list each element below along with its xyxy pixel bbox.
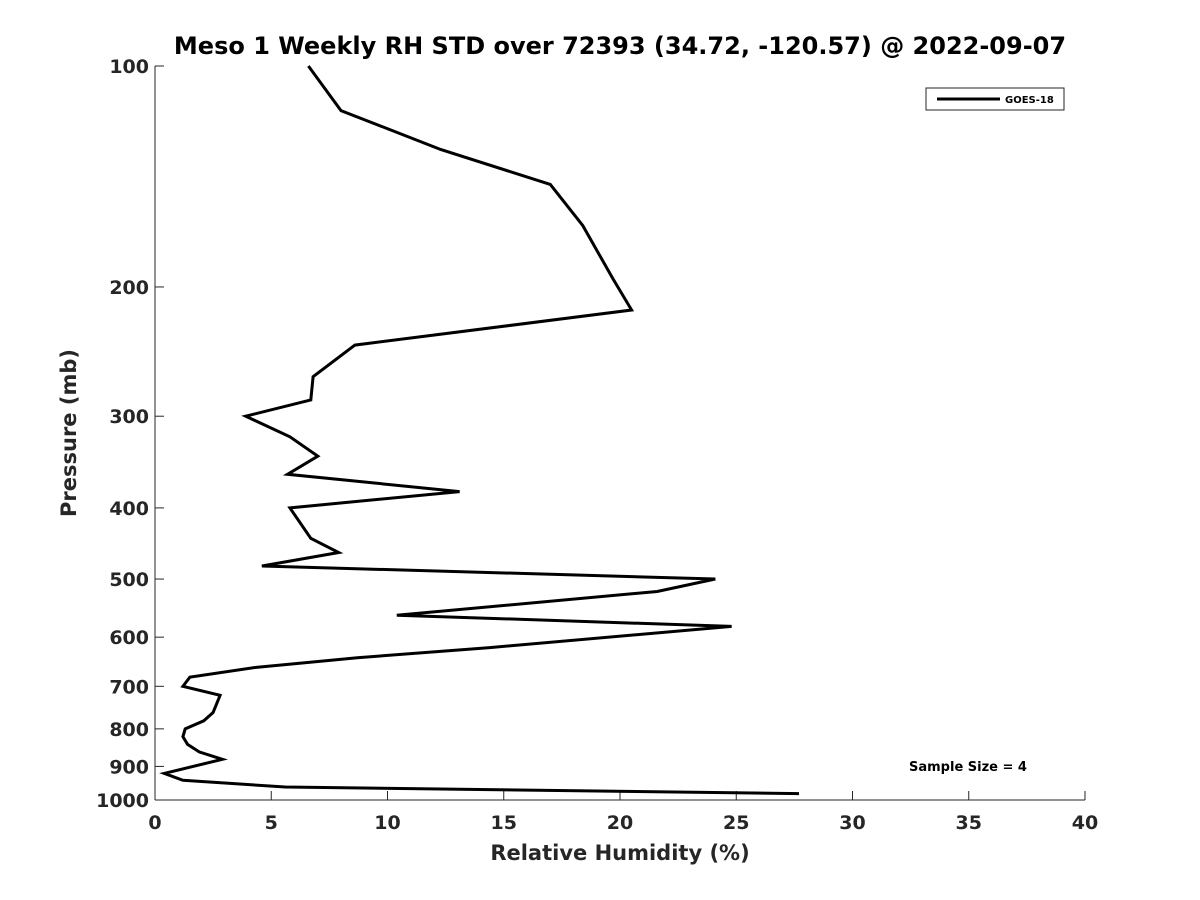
legend: GOES-18	[925, 87, 1065, 111]
y-tick-label: 700	[109, 676, 149, 698]
y-tick-label: 500	[109, 569, 149, 591]
x-tick-label: 20	[607, 812, 633, 834]
x-tick-label: 0	[148, 812, 161, 834]
x-tick-label: 15	[491, 812, 517, 834]
chart-title: Meso 1 Weekly RH STD over 72393 (34.72, …	[174, 32, 1066, 60]
legend-label-goes-18: GOES-18	[1005, 95, 1054, 106]
y-tick-label: 1000	[96, 790, 149, 812]
x-tick-label: 25	[723, 812, 749, 834]
x-tick-label: 10	[374, 812, 400, 834]
sample-size-annotation: Sample Size = 4	[909, 760, 1027, 775]
series-line-goes-18	[159, 65, 800, 796]
y-tick-label: 900	[109, 756, 149, 778]
y-axis-label: Pressure (mb)	[57, 349, 81, 517]
x-tick-label: 5	[265, 812, 278, 834]
x-tick-label: 30	[839, 812, 865, 834]
y-tick-label: 300	[109, 406, 149, 428]
x-tick-label: 35	[956, 812, 982, 834]
y-tick-label: 400	[109, 498, 149, 520]
y-tick-label: 100	[109, 56, 149, 78]
series-layer	[159, 65, 800, 796]
y-axis-ticks: 100 200 300 400 500 600 700 800 900 1000	[96, 56, 164, 812]
x-axis-label: Relative Humidity (%)	[490, 841, 749, 865]
plot-area	[154, 66, 1085, 801]
y-tick-label: 600	[109, 627, 149, 649]
y-tick-label: 800	[109, 719, 149, 741]
x-tick-label: 40	[1072, 812, 1098, 834]
y-tick-label: 200	[109, 277, 149, 299]
x-axis-ticks: 0 5 10 15 20 25 30 35 40	[148, 791, 1098, 834]
